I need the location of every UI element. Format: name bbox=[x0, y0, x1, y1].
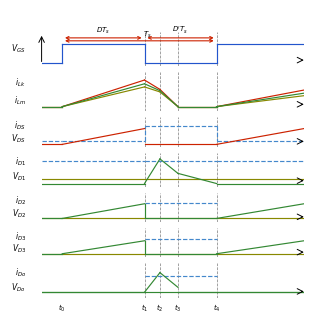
Text: $t_0$: $t_0$ bbox=[58, 303, 66, 314]
Text: $V_{Do}$: $V_{Do}$ bbox=[12, 282, 26, 294]
Text: $t_4$: $t_4$ bbox=[213, 303, 220, 314]
Text: $V_{D2}$: $V_{D2}$ bbox=[12, 208, 26, 220]
Text: $t_1$: $t_1$ bbox=[141, 303, 148, 314]
Text: $T_s$: $T_s$ bbox=[143, 30, 151, 40]
Text: $i_{D3}$: $i_{D3}$ bbox=[15, 230, 26, 243]
Text: $i_{Lk}$: $i_{Lk}$ bbox=[15, 77, 26, 89]
Text: $i_{Do}$: $i_{Do}$ bbox=[15, 267, 26, 279]
Text: $DT_s$: $DT_s$ bbox=[96, 26, 110, 36]
Text: $i_{Lm}$: $i_{Lm}$ bbox=[14, 94, 26, 107]
Text: $D'T_s$: $D'T_s$ bbox=[172, 25, 188, 36]
Text: $i_{D1}$: $i_{D1}$ bbox=[15, 156, 26, 168]
Text: $V_{D3}$: $V_{D3}$ bbox=[12, 243, 26, 255]
Text: $V_{D1}$: $V_{D1}$ bbox=[12, 171, 26, 183]
Text: $t_3$: $t_3$ bbox=[174, 303, 182, 314]
Text: $V_{DS}$: $V_{DS}$ bbox=[11, 132, 26, 145]
Text: $i_{D2}$: $i_{D2}$ bbox=[15, 195, 26, 207]
Text: $t_2$: $t_2$ bbox=[156, 303, 164, 314]
Text: $V_{GS}$: $V_{GS}$ bbox=[11, 43, 26, 55]
Text: $i_{DS}$: $i_{DS}$ bbox=[14, 119, 26, 132]
